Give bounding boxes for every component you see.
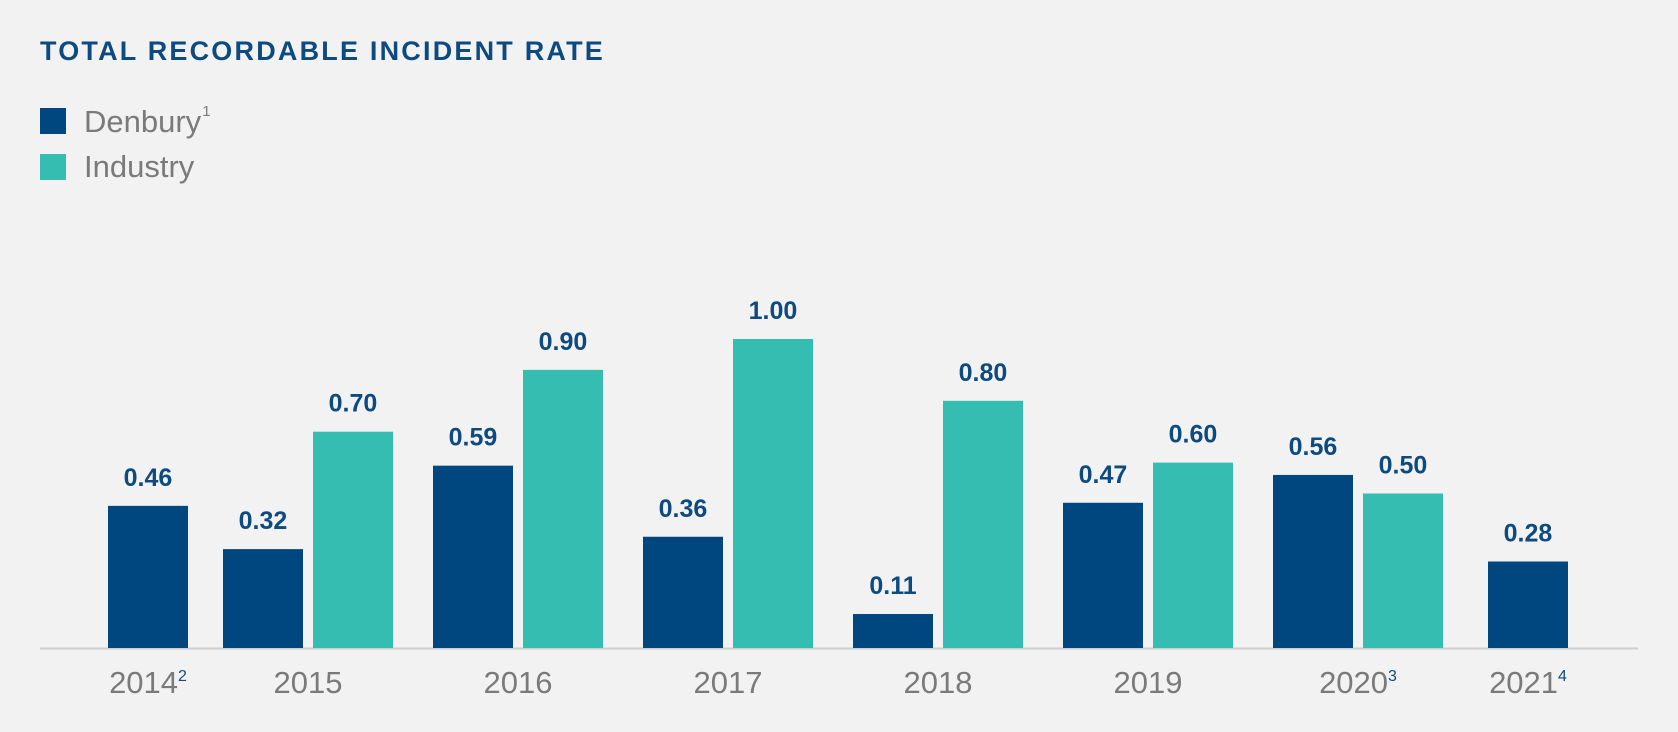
legend-name-denbury: Denbury xyxy=(84,103,202,139)
legend-item-industry: Industry xyxy=(40,144,211,190)
bar-denbury-2018 xyxy=(853,614,933,648)
bar-label-denbury-2015: 0.32 xyxy=(239,507,288,535)
bar-denbury-2015 xyxy=(223,549,303,648)
bar-industry-2015 xyxy=(313,431,393,648)
legend-label-industry: Industry xyxy=(84,149,195,184)
legend-item-denbury: Denbury1 xyxy=(40,98,211,144)
bar-denbury-2020 xyxy=(1273,474,1353,648)
bar-label-industry-2016: 0.90 xyxy=(539,328,588,356)
legend-swatch-industry xyxy=(40,154,66,180)
x-tick-label-2016: 2016 xyxy=(484,665,553,700)
bar-denbury-2016 xyxy=(433,465,513,648)
bar-industry-2020 xyxy=(1363,493,1443,648)
chart-title: TOTAL RECORDABLE INCIDENT RATE xyxy=(40,36,605,66)
legend-swatch-denbury xyxy=(40,108,66,134)
legend-footnote-denbury: 1 xyxy=(202,102,211,120)
bar-industry-2017 xyxy=(733,339,813,648)
bar-industry-2016 xyxy=(523,369,603,648)
x-tick-label-2017: 2017 xyxy=(694,665,763,700)
bar-label-industry-2015: 0.70 xyxy=(329,390,378,418)
bar-denbury-2021 xyxy=(1488,561,1568,648)
bar-label-industry-2019: 0.60 xyxy=(1169,421,1218,449)
legend: Denbury1 Industry xyxy=(40,98,211,190)
bar-label-denbury-2014: 0.46 xyxy=(124,464,173,492)
bar-denbury-2019 xyxy=(1063,502,1143,648)
bar-label-industry-2017: 1.00 xyxy=(749,297,798,325)
bar-label-industry-2020: 0.50 xyxy=(1379,452,1428,480)
x-tick-label-2018: 2018 xyxy=(904,665,973,700)
x-tick-label-2015: 2015 xyxy=(274,665,343,700)
bar-label-denbury-2018: 0.11 xyxy=(869,572,916,600)
bar-denbury-2017 xyxy=(643,536,723,648)
bar-label-denbury-2017: 0.36 xyxy=(659,495,708,523)
bar-label-denbury-2016: 0.59 xyxy=(449,424,498,452)
bar-label-industry-2018: 0.80 xyxy=(959,359,1008,387)
bar-label-denbury-2020: 0.56 xyxy=(1289,433,1338,461)
x-tick-label-2014: 20142 xyxy=(109,665,187,700)
x-tick-label-2020: 20203 xyxy=(1319,665,1397,700)
bar-industry-2018 xyxy=(943,400,1023,648)
x-tick-label-2019: 2019 xyxy=(1114,665,1183,700)
bar-denbury-2014 xyxy=(108,505,188,648)
bar-label-denbury-2021: 0.28 xyxy=(1504,519,1553,547)
legend-label-denbury: Denbury1 xyxy=(84,103,211,140)
x-tick-label-2021: 20214 xyxy=(1489,665,1567,700)
bar-industry-2019 xyxy=(1153,462,1233,648)
bar-label-denbury-2019: 0.47 xyxy=(1079,461,1128,489)
